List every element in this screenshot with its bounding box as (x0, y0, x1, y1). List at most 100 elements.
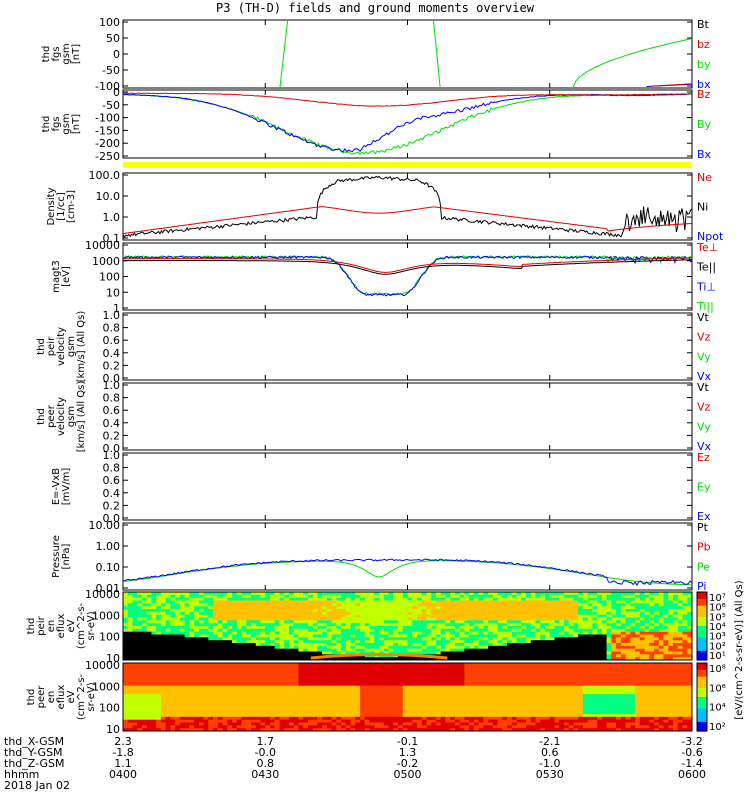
spectro-cell (307, 640, 314, 644)
spectro-cell (478, 628, 484, 633)
spectro-cell (464, 651, 470, 655)
spectro-cell (312, 611, 318, 616)
spectro-cell (511, 640, 518, 644)
spectro-cell (213, 665, 219, 670)
spectro-cell (307, 699, 314, 704)
spectro-cell (379, 597, 385, 602)
spectro-cell (293, 597, 299, 602)
spectro-cell (673, 628, 679, 633)
spectro-cell (341, 691, 347, 695)
spectro-cell (682, 594, 688, 599)
spectro-cell (293, 682, 299, 687)
spectro-cell (284, 716, 290, 721)
spectro-cell (241, 603, 247, 607)
spectro-cell (251, 643, 257, 647)
spectro-cell (412, 611, 418, 616)
spectro-cell (393, 716, 399, 721)
series-Ni (123, 175, 692, 238)
spectro-cell (521, 611, 527, 616)
spectro-cell (677, 606, 684, 610)
spectro-cell (165, 643, 171, 647)
spectro-cell (345, 645, 352, 650)
spectro-cell (146, 592, 152, 596)
legend-Vx: Vx (697, 440, 712, 453)
spectro-cell (431, 597, 437, 602)
spectro-cell (407, 603, 413, 607)
spectro-cell (497, 631, 503, 636)
spectro-cell (179, 626, 186, 630)
spectro-cell (227, 728, 233, 731)
spectro-cell (213, 645, 219, 650)
spectro-cell (260, 620, 266, 624)
spectro-cell (383, 594, 390, 599)
spectro-cell (620, 628, 627, 633)
spectro-cell (132, 614, 138, 619)
spectro-cell (464, 674, 470, 678)
spectro-cell (507, 631, 513, 636)
spectro-cell (184, 711, 190, 715)
spectro-cell (165, 722, 171, 726)
spectro-cell (217, 685, 224, 690)
spectro-cell (241, 685, 247, 690)
spectro-cell (246, 654, 252, 658)
legend-Vy: Vy (697, 350, 711, 363)
spectro-cell (578, 603, 584, 607)
spectro-cell (132, 697, 138, 701)
spectro-cell (573, 594, 579, 599)
spectro-cell (246, 688, 252, 692)
spectro-cell (307, 628, 314, 633)
spectro-cell (573, 643, 579, 647)
spectro-cell (279, 623, 285, 627)
spectro-cell (417, 725, 423, 729)
spectro-cell (578, 648, 584, 653)
spectro-cell (303, 674, 309, 678)
spectro-cell (289, 725, 295, 729)
spectro-cell (203, 685, 209, 690)
spectro-cell (279, 645, 285, 650)
spectro-cell (459, 628, 465, 633)
ytick-label: 0 (113, 48, 120, 61)
spectro-cell (246, 597, 252, 602)
spectro-cell (587, 626, 593, 630)
spectro-cell (298, 674, 304, 678)
spectro-cell (255, 643, 262, 647)
ytick-label: 1000 (92, 680, 120, 693)
spectro-cell (573, 609, 579, 613)
spectro-cell (364, 711, 371, 715)
spectro-cell (146, 626, 152, 630)
spectro-cell (241, 694, 247, 698)
spectro-cell (137, 716, 143, 721)
spectro-cell (412, 614, 418, 619)
spectro-cell (236, 609, 243, 613)
spectro-cell (564, 597, 570, 602)
spectro-cell (298, 617, 304, 621)
spectro-cell (198, 637, 205, 641)
spectro-cell (369, 657, 375, 660)
spectro-cell (459, 719, 465, 724)
spectro-cell (592, 592, 598, 596)
spectro-cell (564, 631, 570, 636)
spectro-cell (336, 714, 342, 718)
spectro-cell (170, 600, 176, 604)
spectro-cell (350, 609, 356, 613)
spectro-cell (388, 623, 394, 627)
spectro-cell (545, 611, 551, 616)
spectro-cell (644, 597, 650, 602)
spectro-cell (203, 637, 209, 641)
spectro-cell (260, 614, 266, 619)
spectro-cell (545, 651, 551, 655)
spectro-cell (222, 643, 228, 647)
spectro-cell (160, 694, 167, 698)
spectro-cell (336, 640, 342, 644)
spectro-cell (189, 725, 195, 729)
spectro-cell (611, 600, 617, 604)
spectro-cell (507, 614, 513, 619)
spectro-cell (127, 628, 133, 633)
spectro-cell (289, 708, 295, 712)
spectro-cell (246, 611, 252, 616)
spectro-cell (379, 671, 385, 675)
spectro-cell (146, 725, 152, 729)
spectro-cell (350, 671, 356, 675)
spectro-cell (137, 648, 143, 653)
spectro-cell (175, 663, 181, 667)
